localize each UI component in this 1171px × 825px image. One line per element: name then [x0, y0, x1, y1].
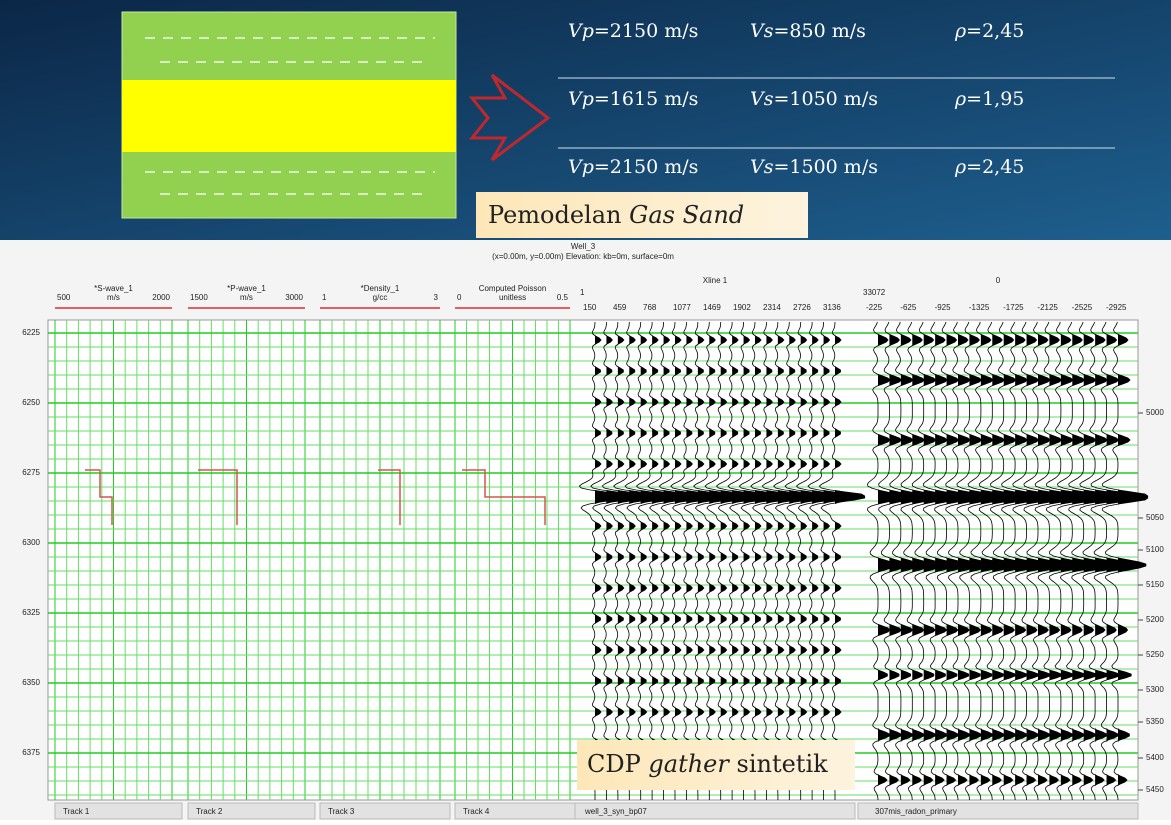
annotation: CDP gather sintetik [587, 750, 828, 778]
property: Vp=1615 m/s [568, 88, 698, 110]
depth-tick: 5050 [1146, 513, 1164, 522]
value: =2,45 [966, 20, 1024, 42]
value: =2150 m/s [594, 20, 698, 42]
panel-footer: 307mis_radon_primary [875, 807, 957, 816]
property: Vs=1500 m/s [750, 156, 878, 178]
value: =2,45 [966, 156, 1024, 178]
track-name: *S-wave_1 [94, 284, 133, 293]
value: =1050 m/s [773, 88, 877, 110]
time-tick: 6300 [22, 538, 40, 547]
symbol: Vs [750, 156, 774, 178]
property: ρ=2,45 [954, 156, 1024, 178]
depth-tick: 5100 [1146, 545, 1164, 554]
symbol: Vp [568, 88, 594, 110]
symbol: ρ [954, 156, 967, 178]
track-name: Computed Poisson [479, 284, 547, 293]
well-name: Well_3 [571, 242, 596, 251]
well-location: (x=0.00m, y=0.00m) Elevation: kb=0m, sur… [492, 252, 674, 261]
offset-label: 768 [643, 303, 657, 312]
offset-label: -2525 [1072, 303, 1093, 312]
panel-first: 33072 [863, 288, 886, 297]
offset-label: -1325 [969, 303, 990, 312]
offset-label: 1902 [733, 303, 751, 312]
offset-label: 3136 [823, 303, 841, 312]
track-min: 1 [322, 293, 327, 302]
track-max: 3 [434, 293, 439, 302]
offset-label: -1725 [1003, 303, 1024, 312]
panel-name: Xline 1 [703, 276, 728, 285]
track-max: 0.5 [557, 293, 569, 302]
value: =1500 m/s [773, 156, 877, 178]
track-unit: m/s [240, 293, 253, 302]
property: ρ=1,95 [954, 88, 1024, 110]
offset-label: -925 [935, 303, 952, 312]
property: Vs=850 m/s [750, 20, 866, 42]
offset-label: -2925 [1106, 303, 1127, 312]
offset-label: 459 [613, 303, 627, 312]
symbol: Vs [750, 20, 774, 42]
annotation-text: sintetik [737, 750, 829, 778]
symbol: ρ [954, 88, 967, 110]
depth-tick: 5400 [1146, 753, 1164, 762]
depth-tick: 5000 [1146, 408, 1164, 417]
track-min: 500 [57, 293, 71, 302]
caption-italic: Gas Sand [629, 201, 744, 229]
offset-label: -225 [866, 303, 883, 312]
panel-name: 0 [996, 276, 1001, 285]
layer-model [122, 12, 456, 218]
track-footer: Track 2 [196, 807, 223, 816]
track-footer: Track 4 [463, 807, 490, 816]
track-max: 3000 [285, 293, 303, 302]
offset-label: 2726 [793, 303, 811, 312]
offset-label: 150 [583, 303, 597, 312]
offset-label: -625 [900, 303, 917, 312]
track-footer: Track 3 [328, 807, 355, 816]
track-unit: m/s [107, 293, 120, 302]
time-tick: 6375 [22, 748, 40, 757]
symbol: Vp [568, 156, 594, 178]
offset-label: -2125 [1037, 303, 1058, 312]
track-unit: unitless [499, 293, 526, 302]
track-min: 1500 [190, 293, 208, 302]
symbol: Vp [568, 20, 594, 42]
time-tick: 6325 [22, 608, 40, 617]
property: ρ=2,45 [954, 20, 1024, 42]
annotation-text: CDP [587, 750, 641, 778]
property: Vs=1050 m/s [750, 88, 878, 110]
value: =850 m/s [773, 20, 865, 42]
annotation-italic: gather [648, 750, 730, 778]
track-min: 0 [457, 293, 462, 302]
panel-footer: well_3_syn_bp07 [584, 807, 647, 816]
time-tick: 6250 [22, 398, 40, 407]
value: =1,95 [966, 88, 1024, 110]
depth-tick: 5300 [1146, 685, 1164, 694]
symbol: ρ [954, 20, 967, 42]
property: Vp=2150 m/s [568, 20, 698, 42]
caption-text: Pemodelan [488, 201, 622, 229]
property: Vp=2150 m/s [568, 156, 698, 178]
offset-label: 2314 [763, 303, 781, 312]
track-max: 2000 [152, 293, 170, 302]
depth-tick: 5450 [1146, 785, 1164, 794]
caption: Pemodelan Gas Sand [488, 201, 744, 229]
time-tick: 6275 [22, 468, 40, 477]
offset-label: 1469 [703, 303, 721, 312]
track-name: *P-wave_1 [227, 284, 266, 293]
track-unit: g/cc [373, 293, 388, 302]
time-tick: 6225 [22, 328, 40, 337]
value: =2150 m/s [594, 156, 698, 178]
depth-tick: 5250 [1146, 650, 1164, 659]
depth-tick: 5150 [1146, 580, 1164, 589]
track-footer: Track 1 [63, 807, 90, 816]
time-tick: 6350 [22, 678, 40, 687]
track-name: *Density_1 [361, 284, 400, 293]
depth-tick: 5350 [1146, 717, 1164, 726]
depth-tick: 5200 [1146, 615, 1164, 624]
symbol: Vs [750, 88, 774, 110]
offset-label: 1077 [673, 303, 691, 312]
page: Vp=2150 m/sVs=850 m/sρ=2,45Vp=1615 m/sVs… [0, 0, 1171, 820]
panel-first: 1 [580, 288, 585, 297]
value: =1615 m/s [594, 88, 698, 110]
